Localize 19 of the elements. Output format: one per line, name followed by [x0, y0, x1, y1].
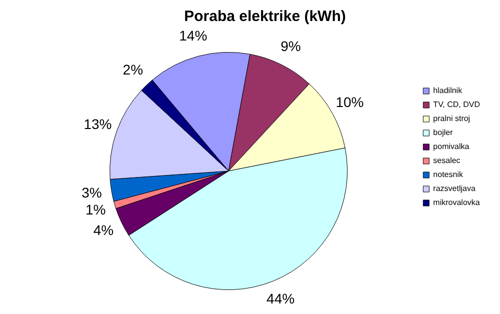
data-label: 1% — [86, 202, 106, 218]
data-label: 44% — [266, 290, 295, 307]
chart-title: Poraba elektrike (kWh) — [184, 8, 346, 26]
legend-label: pomivalka — [433, 142, 470, 152]
legend-label: mikrovalovka — [433, 198, 480, 208]
legend-label: TV, CD, DVD — [433, 100, 480, 110]
data-label: 3% — [82, 184, 102, 201]
data-label: 10% — [336, 94, 364, 110]
data-label: 14% — [179, 28, 208, 44]
data-label: 9% — [280, 38, 301, 54]
data-label: 4% — [93, 222, 114, 238]
legend-label: sesalec — [433, 156, 460, 166]
legend-label: razsvetljava — [433, 184, 476, 194]
data-label: 13% — [84, 116, 112, 132]
data-label: 2% — [122, 61, 144, 78]
legend-label: notesnik — [433, 170, 464, 180]
legend-label: bojler — [433, 128, 454, 138]
legend-label: pralni stroj — [433, 114, 470, 124]
legend-label: hladilnik — [433, 86, 464, 96]
